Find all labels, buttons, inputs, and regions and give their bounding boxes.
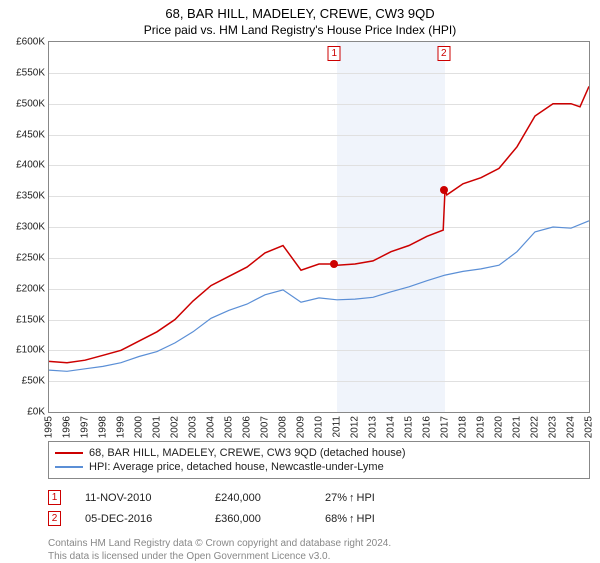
series-hpi (49, 221, 589, 371)
legend: 68, BAR HILL, MADELEY, CREWE, CW3 9QD (d… (48, 441, 590, 479)
x-axis-label: 2009 (296, 416, 307, 438)
x-axis-label: 2014 (386, 416, 397, 438)
x-axis-label: 1998 (98, 416, 109, 438)
x-axis-label: 1997 (80, 416, 91, 438)
x-axis-label: 2016 (422, 416, 433, 438)
x-axis-label: 2022 (530, 416, 541, 438)
y-axis-label: £0K (27, 407, 45, 418)
chart-marker-box: 1 (328, 46, 341, 61)
x-axis-label: 2003 (188, 416, 199, 438)
x-axis-label: 2024 (566, 416, 577, 438)
legend-item: 68, BAR HILL, MADELEY, CREWE, CW3 9QD (d… (55, 446, 583, 460)
y-axis-label: £500K (16, 98, 45, 109)
events-table: 1 11-NOV-2010 £240,000 27% ↑ HPI 2 05-DE… (48, 487, 590, 529)
x-axis-label: 2015 (404, 416, 415, 438)
event-date: 05-DEC-2016 (85, 513, 215, 525)
x-axis-label: 1999 (116, 416, 127, 438)
x-axis-label: 2023 (548, 416, 559, 438)
event-price: £240,000 (215, 492, 325, 504)
y-axis-label: £200K (16, 283, 45, 294)
footer-line: This data is licensed under the Open Gov… (48, 550, 590, 563)
x-axis-label: 2019 (476, 416, 487, 438)
event-price: £360,000 (215, 513, 325, 525)
legend-swatch (55, 452, 83, 454)
x-axis-label: 2018 (458, 416, 469, 438)
y-axis-label: £400K (16, 160, 45, 171)
legend-label: 68, BAR HILL, MADELEY, CREWE, CW3 9QD (d… (89, 447, 405, 459)
arrow-up-icon: ↑ (349, 513, 355, 525)
event-row: 2 05-DEC-2016 £360,000 68% ↑ HPI (48, 508, 590, 529)
event-pct: 27% ↑ HPI (325, 492, 375, 504)
series-svg (49, 42, 589, 412)
x-axis-label: 2025 (584, 416, 595, 438)
arrow-up-icon: ↑ (349, 492, 355, 504)
chart-inner: 12 (49, 42, 589, 412)
event-marker-box: 2 (48, 511, 61, 526)
x-axis-label: 2012 (350, 416, 361, 438)
x-axis-label: 2005 (224, 416, 235, 438)
legend-item: HPI: Average price, detached house, Newc… (55, 460, 583, 474)
x-axis-label: 2001 (152, 416, 163, 438)
x-axis-label: 2010 (314, 416, 325, 438)
chart-marker-dot (330, 260, 338, 268)
x-axis-label: 2013 (368, 416, 379, 438)
y-axis-label: £450K (16, 129, 45, 140)
footer-line: Contains HM Land Registry data © Crown c… (48, 537, 590, 550)
x-axis-label: 1995 (44, 416, 55, 438)
y-axis-label: £350K (16, 191, 45, 202)
y-axis-label: £150K (16, 314, 45, 325)
x-axis-label: 2008 (278, 416, 289, 438)
y-axis-label: £300K (16, 222, 45, 233)
legend-label: HPI: Average price, detached house, Newc… (89, 461, 384, 473)
x-axis-label: 2000 (134, 416, 145, 438)
x-axis-label: 2017 (440, 416, 451, 438)
x-axis-label: 2004 (206, 416, 217, 438)
x-axis-label: 2011 (332, 416, 343, 438)
chart-marker-dot (440, 186, 448, 194)
event-row: 1 11-NOV-2010 £240,000 27% ↑ HPI (48, 487, 590, 508)
chart-subtitle: Price paid vs. HM Land Registry's House … (0, 21, 600, 41)
chart-container: 68, BAR HILL, MADELEY, CREWE, CW3 9QD Pr… (0, 0, 600, 560)
x-axis-label: 2002 (170, 416, 181, 438)
x-axis-label: 2006 (242, 416, 253, 438)
footer: Contains HM Land Registry data © Crown c… (48, 537, 590, 563)
x-axis-label: 2021 (512, 416, 523, 438)
x-axis-label: 2020 (494, 416, 505, 438)
y-axis-label: £50K (22, 376, 45, 387)
x-axis-label: 1996 (62, 416, 73, 438)
series-property (49, 86, 589, 362)
event-pct: 68% ↑ HPI (325, 513, 375, 525)
event-marker-box: 1 (48, 490, 61, 505)
chart-plot-area: 12 £0K£50K£100K£150K£200K£250K£300K£350K… (48, 41, 590, 413)
chart-marker-box: 2 (437, 46, 450, 61)
y-axis-label: £100K (16, 345, 45, 356)
event-date: 11-NOV-2010 (85, 492, 215, 504)
y-axis-label: £600K (16, 37, 45, 48)
y-axis-label: £550K (16, 67, 45, 78)
chart-title: 68, BAR HILL, MADELEY, CREWE, CW3 9QD (0, 0, 600, 21)
x-axis-label: 2007 (260, 416, 271, 438)
legend-swatch (55, 466, 83, 468)
y-axis-label: £250K (16, 252, 45, 263)
